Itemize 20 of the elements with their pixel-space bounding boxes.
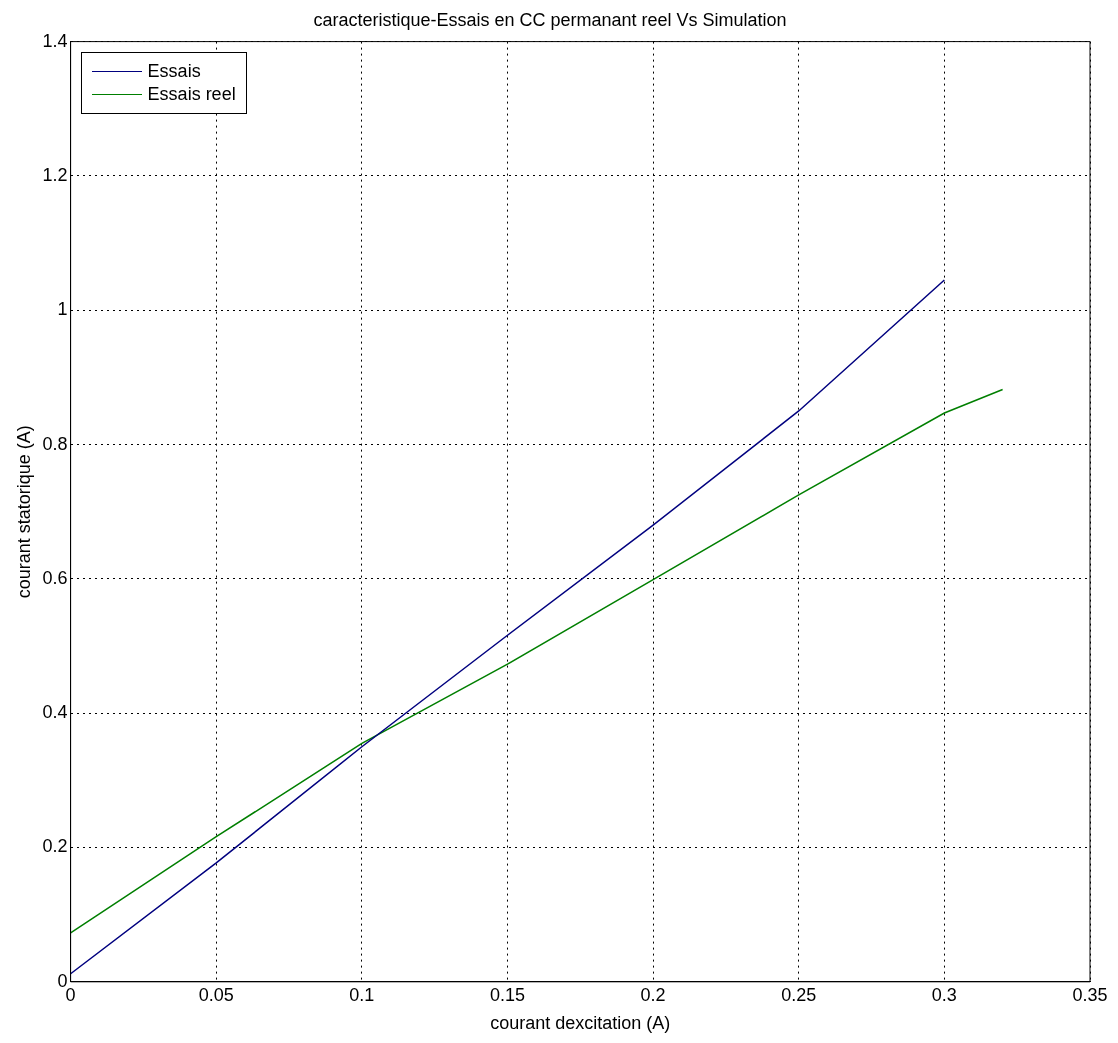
x-tick-label: 0.35	[1072, 984, 1108, 1005]
y-axis-title: courant statorique (A)	[13, 425, 34, 599]
y-tick-label: 0.6	[42, 567, 68, 588]
x-tick-label: 0.25	[781, 984, 817, 1005]
y-tick-label: 1	[57, 299, 68, 320]
y-tick-label: 1.4	[42, 30, 68, 51]
x-tick-label: 0.2	[640, 984, 666, 1005]
legend-label: Essais	[147, 60, 201, 82]
y-tick-label: 0	[57, 970, 68, 991]
x-tick-label: 0.1	[349, 984, 375, 1005]
chart-title: caracteristique-Essais en CC permanant reel Vs Simulation	[313, 9, 787, 30]
x-tick-label: 0.05	[198, 984, 234, 1005]
x-tick-label: 0.15	[489, 984, 526, 1005]
y-tick-label: 0.8	[42, 433, 68, 454]
x-tick-label: 0.3	[931, 984, 957, 1005]
y-tick-label: 0.2	[42, 836, 68, 857]
y-tick-label: 1.2	[42, 164, 68, 185]
x-axis-title: courant dexcitation (A)	[490, 1013, 671, 1034]
legend-label: Essais reel	[147, 83, 236, 105]
y-tick-label: 0.4	[42, 702, 68, 723]
